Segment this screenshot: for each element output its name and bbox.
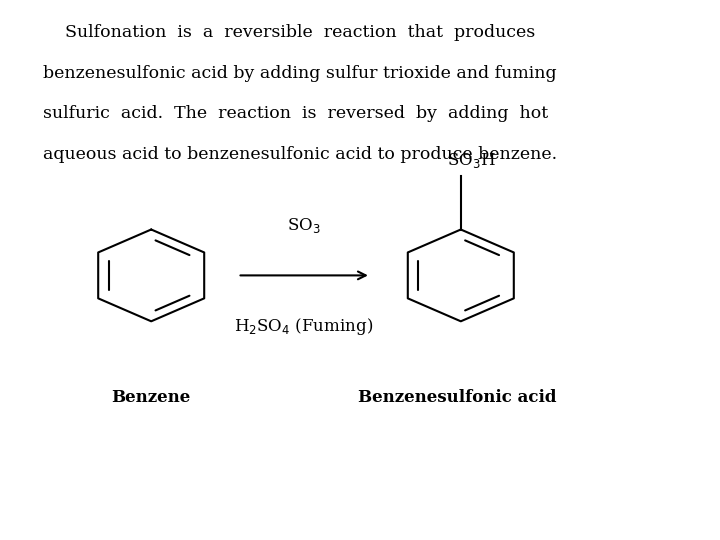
- Text: Benzenesulfonic acid: Benzenesulfonic acid: [358, 389, 557, 406]
- Text: SO$_3$H: SO$_3$H: [447, 151, 496, 170]
- Text: Benzene: Benzene: [112, 389, 191, 406]
- Text: Sulfonation  is  a  reversible  reaction  that  produces: Sulfonation is a reversible reaction tha…: [43, 24, 536, 41]
- Text: aqueous acid to benzenesulfonic acid to produce benzene.: aqueous acid to benzenesulfonic acid to …: [43, 146, 557, 163]
- Text: SO$_3$: SO$_3$: [287, 216, 320, 235]
- Text: sulfuric  acid.  The  reaction  is  reversed  by  adding  hot: sulfuric acid. The reaction is reversed …: [43, 105, 549, 122]
- Text: benzenesulfonic acid by adding sulfur trioxide and fuming: benzenesulfonic acid by adding sulfur tr…: [43, 65, 557, 82]
- Text: H$_2$SO$_4$ (Fuming): H$_2$SO$_4$ (Fuming): [234, 316, 374, 337]
